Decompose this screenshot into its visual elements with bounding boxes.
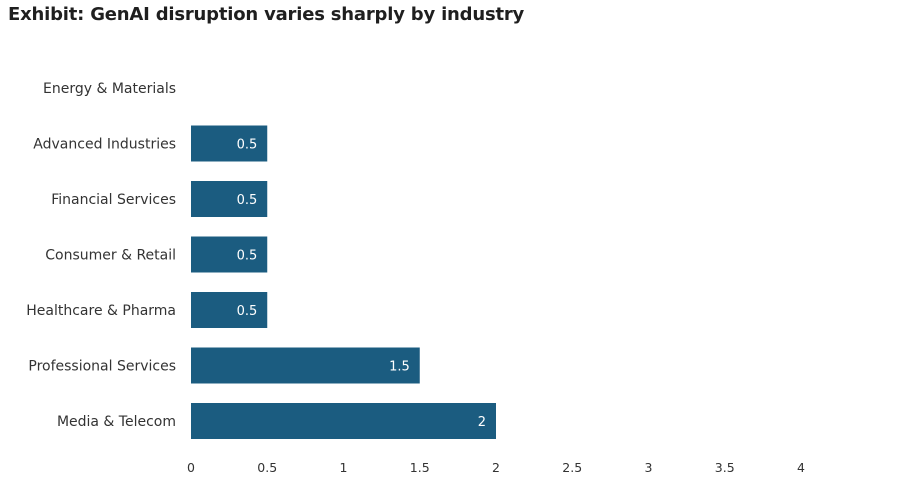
category-label: Consumer & Retail bbox=[45, 248, 176, 264]
x-tick-label: 3 bbox=[645, 460, 653, 475]
x-tick-label: 2 bbox=[492, 460, 500, 475]
chart-title: Exhibit: GenAI disruption varies sharply… bbox=[8, 4, 525, 25]
x-tick-label: 3.5 bbox=[715, 460, 735, 475]
data-label: 0.5 bbox=[237, 138, 258, 153]
data-label: 0.5 bbox=[237, 193, 258, 208]
bar bbox=[191, 181, 268, 217]
category-label: Energy & Materials bbox=[43, 81, 176, 97]
data-label: 0.5 bbox=[237, 249, 258, 264]
x-tick-label: 0 bbox=[187, 460, 195, 475]
data-label: 1.5 bbox=[389, 360, 410, 375]
x-axis-tick-labels: 0 0.5 1 1.5 2 2.5 3 3.5 4 bbox=[187, 460, 805, 475]
data-labels: 0.5 0.5 0.5 0.5 1.5 2 bbox=[237, 138, 486, 431]
bar bbox=[191, 403, 496, 439]
category-label: Healthcare & Pharma bbox=[26, 303, 176, 319]
bar bbox=[191, 292, 268, 328]
category-labels: Energy & Materials Advanced Industries Fin… bbox=[26, 81, 176, 430]
category-label: Professional Services bbox=[28, 359, 176, 375]
x-tick-label: 1 bbox=[340, 460, 348, 475]
bar bbox=[191, 236, 268, 273]
bar bbox=[191, 347, 420, 384]
x-tick-label: 4 bbox=[797, 460, 805, 475]
bars bbox=[191, 125, 496, 439]
category-label: Media & Telecom bbox=[57, 414, 176, 430]
x-tick-label: 0.5 bbox=[257, 460, 277, 475]
data-label: 0.5 bbox=[237, 304, 258, 319]
data-label: 2 bbox=[478, 415, 486, 430]
x-tick-label: 1.5 bbox=[410, 460, 430, 475]
category-label: Financial Services bbox=[51, 192, 176, 208]
category-label: Advanced Industries bbox=[33, 137, 176, 153]
x-tick-label: 2.5 bbox=[562, 460, 582, 475]
bar bbox=[191, 125, 268, 162]
